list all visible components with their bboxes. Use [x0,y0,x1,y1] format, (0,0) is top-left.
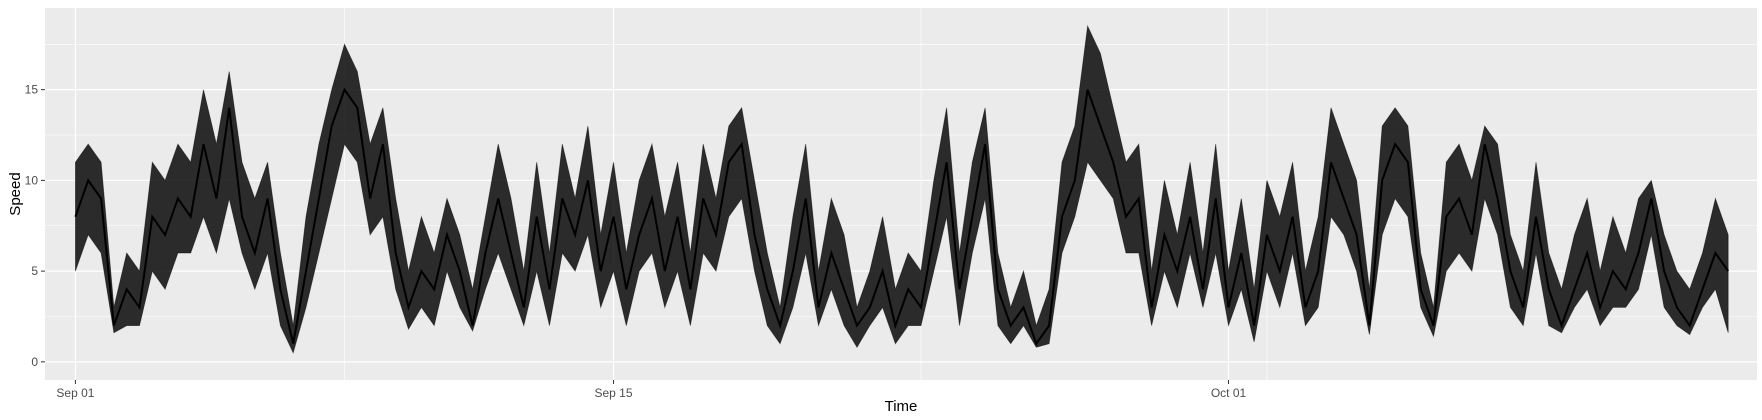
x-axis: Sep 01 Sep 15 Oct 01 [56,380,1247,400]
y-tick-label: 5 [31,264,38,278]
x-tick-label: Sep 15 [595,386,633,400]
x-tick-label: Sep 01 [56,386,94,400]
y-axis: 0 5 10 15 [25,83,45,369]
series-spread-band [75,24,1729,354]
series-band-group [75,24,1729,354]
y-tick-label: 0 [31,355,38,369]
y-tick-label: 10 [25,173,39,187]
x-axis-title: Time [885,398,918,415]
series-line-group [74,87,1730,346]
series-line [74,87,1730,346]
x-tick-label: Oct 01 [1211,386,1247,400]
y-axis-title: Speed [7,172,24,215]
y-tick-label: 15 [25,83,39,97]
